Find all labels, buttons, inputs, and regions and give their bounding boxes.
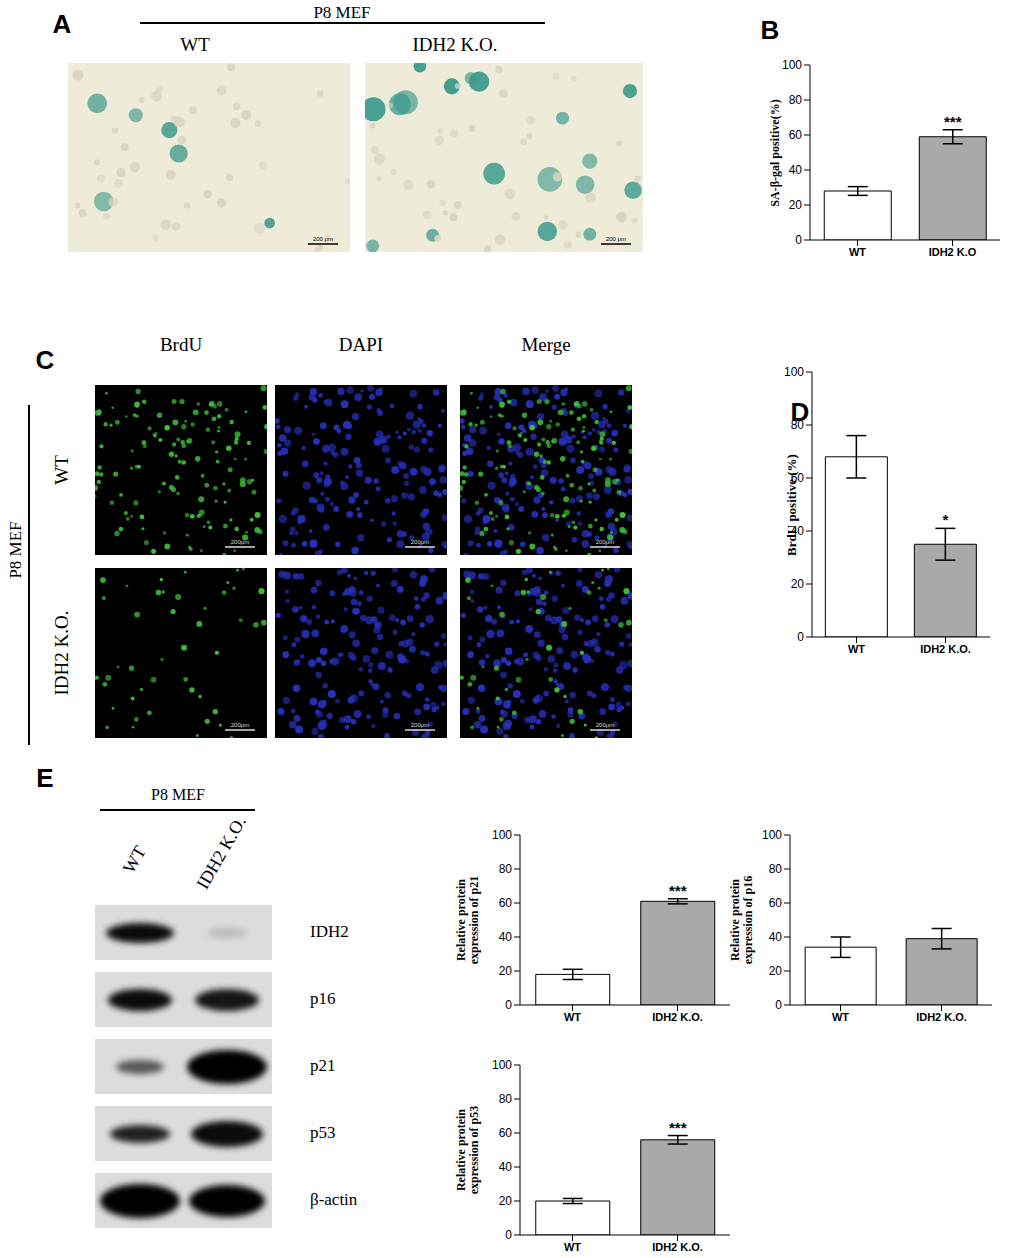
svg-text:20: 20 bbox=[499, 964, 513, 978]
svg-text:20: 20 bbox=[769, 964, 783, 978]
svg-text:20: 20 bbox=[499, 1194, 513, 1208]
svg-text:200μm: 200μm bbox=[411, 539, 429, 545]
svg-text:40: 40 bbox=[499, 930, 513, 944]
svg-text:80: 80 bbox=[499, 1092, 513, 1106]
svg-text:0: 0 bbox=[775, 998, 782, 1012]
svg-text:60: 60 bbox=[499, 1126, 513, 1140]
svg-text:IDH2 K.O.: IDH2 K.O. bbox=[652, 1241, 703, 1253]
svg-text:100: 100 bbox=[492, 828, 512, 842]
svg-text:IDH2 K.O.: IDH2 K.O. bbox=[920, 643, 971, 655]
svg-text:60: 60 bbox=[789, 128, 803, 142]
svg-text:200μm: 200μm bbox=[596, 539, 614, 545]
svg-text:100: 100 bbox=[782, 58, 802, 72]
svg-text:0: 0 bbox=[795, 233, 802, 247]
svg-text:IDH2 K.O.: IDH2 K.O. bbox=[916, 1011, 967, 1023]
svg-text:WT: WT bbox=[849, 246, 866, 258]
svg-text:200μm: 200μm bbox=[231, 722, 249, 728]
svg-text:200μm: 200μm bbox=[231, 539, 249, 545]
svg-text:***: *** bbox=[669, 882, 687, 899]
svg-text:0: 0 bbox=[505, 998, 512, 1012]
svg-text:*: * bbox=[942, 511, 948, 528]
svg-text:40: 40 bbox=[789, 163, 803, 177]
svg-text:0: 0 bbox=[797, 630, 804, 644]
svg-text:0: 0 bbox=[505, 1228, 512, 1242]
svg-text:40: 40 bbox=[769, 930, 783, 944]
svg-text:WT: WT bbox=[832, 1011, 849, 1023]
svg-text:20: 20 bbox=[791, 577, 805, 591]
svg-text:60: 60 bbox=[769, 896, 783, 910]
svg-text:***: *** bbox=[669, 1119, 687, 1136]
svg-text:200 μm: 200 μm bbox=[313, 236, 333, 242]
svg-text:100: 100 bbox=[784, 365, 804, 379]
svg-text:IDH2 K.O: IDH2 K.O bbox=[929, 246, 977, 258]
svg-text:80: 80 bbox=[791, 418, 805, 432]
svg-text:200 μm: 200 μm bbox=[606, 236, 626, 242]
svg-text:WT: WT bbox=[564, 1011, 581, 1023]
svg-text:100: 100 bbox=[492, 1058, 512, 1072]
svg-text:200μm: 200μm bbox=[411, 722, 429, 728]
svg-text:80: 80 bbox=[789, 93, 803, 107]
svg-text:WT: WT bbox=[564, 1241, 581, 1253]
svg-text:60: 60 bbox=[499, 896, 513, 910]
svg-text:IDH2 K.O.: IDH2 K.O. bbox=[652, 1011, 703, 1023]
svg-text:40: 40 bbox=[499, 1160, 513, 1174]
svg-text:80: 80 bbox=[769, 862, 783, 876]
svg-text:200μm: 200μm bbox=[596, 722, 614, 728]
svg-text:100: 100 bbox=[762, 828, 782, 842]
svg-text:20: 20 bbox=[789, 198, 803, 212]
svg-text:80: 80 bbox=[499, 862, 513, 876]
svg-text:***: *** bbox=[944, 113, 962, 130]
svg-text:WT: WT bbox=[848, 643, 865, 655]
